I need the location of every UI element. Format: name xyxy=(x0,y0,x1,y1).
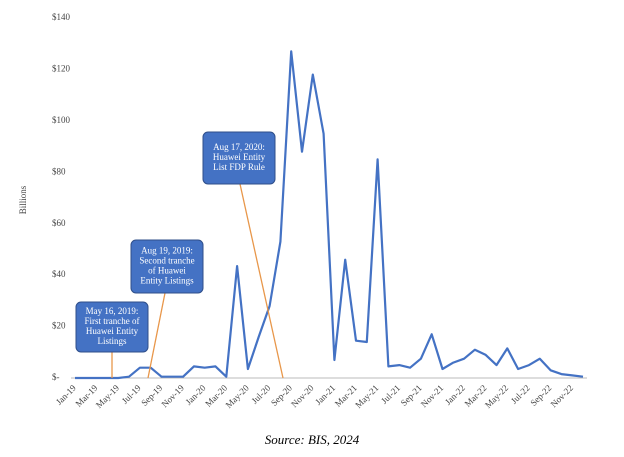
annotation-box xyxy=(202,131,276,185)
y-tick-label: $120 xyxy=(52,63,71,73)
x-tick-label: Nov-19 xyxy=(159,382,186,409)
x-tick-label: Jul-21 xyxy=(379,383,402,406)
y-tick-label: $80 xyxy=(52,166,66,176)
x-tick-label: Nov-22 xyxy=(549,383,576,410)
x-tick-label: Jul-22 xyxy=(509,383,532,406)
y-tick-label: $40 xyxy=(52,269,66,279)
y-tick-label: $20 xyxy=(52,321,66,331)
annotation-text: Huawei Entity xyxy=(213,152,266,162)
annotation-box xyxy=(130,239,204,294)
annotation-box xyxy=(75,301,149,353)
y-tick-label: $140 xyxy=(52,12,71,22)
annotation-leader xyxy=(239,183,284,379)
data-line xyxy=(75,50,584,380)
annotation-text: Entity Listings xyxy=(140,276,194,286)
x-tick-label: May-21 xyxy=(353,383,380,410)
x-tick-label: Nov-21 xyxy=(419,383,446,410)
x-tick-label: Nov-20 xyxy=(289,382,316,409)
annotation-text: Huawei Entity xyxy=(86,326,139,336)
x-tick-label: May-22 xyxy=(483,383,510,410)
y-tick-label: $- xyxy=(52,372,60,382)
y-tick-label: $60 xyxy=(52,218,66,228)
x-tick-label: May-19 xyxy=(94,382,122,410)
annotation-text: Listings xyxy=(97,336,127,346)
x-tick-label: May-20 xyxy=(224,382,252,410)
y-tick-label: $100 xyxy=(52,115,71,125)
annotation-text: of Huawei xyxy=(148,266,186,276)
annotation-text: Aug 19, 2019: xyxy=(141,246,193,256)
annotation-text: May 16, 2019: xyxy=(86,306,139,316)
source: Source: BIS, 2024 xyxy=(265,432,360,447)
annotation-text: Aug 17, 2020: xyxy=(213,142,265,152)
y-axis-label: Billions xyxy=(18,185,28,214)
annotation-text: List FDP Rule xyxy=(213,162,265,172)
annotation-leader xyxy=(147,292,166,379)
annotation-text: First tranche of xyxy=(85,316,140,326)
annotation-text: Second tranche xyxy=(139,256,194,266)
